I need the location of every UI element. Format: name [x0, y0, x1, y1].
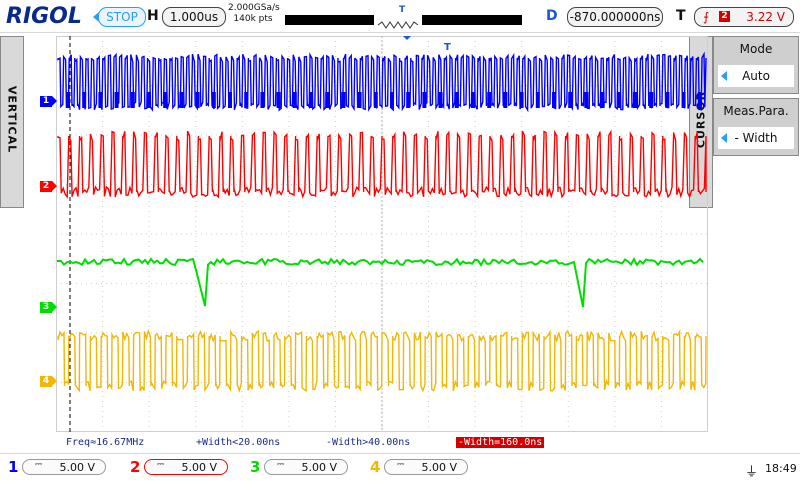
measure-pos-width: +Width<20.00ns: [196, 437, 280, 448]
softkey-menu: Mode Auto Meas.Para. - Width: [713, 36, 799, 160]
measure-neg-width-highlight: -Width=160.0ns: [456, 437, 544, 448]
rising-edge-icon: ⨍: [703, 8, 709, 26]
rigol-logo: RIGOL: [6, 4, 82, 29]
acquisition-info: 2.000GSa/s 140k pts: [228, 3, 278, 25]
ch1-burst-mark: [196, 92, 200, 108]
meas-param-value[interactable]: - Width: [718, 127, 794, 149]
ch1-burst-mark: [682, 92, 686, 108]
ch1-burst-mark: [584, 92, 588, 108]
delay-display[interactable]: -870.000000ns: [567, 7, 663, 27]
vertical-tab-label: VERTICAL: [6, 47, 19, 193]
horizontal-label: H: [147, 8, 159, 24]
ch1-burst-mark: [293, 92, 297, 108]
waveform-display[interactable]: T: [56, 36, 708, 432]
ch1-burst-mark: [568, 92, 572, 108]
ch1-burst-mark: [633, 92, 637, 108]
ch1-offset-marker[interactable]: 1: [40, 96, 52, 107]
ch1-burst-mark: [471, 92, 475, 108]
trigger-position-icon: [403, 36, 411, 40]
ch2-number: 2: [130, 458, 140, 476]
ch1-burst-mark: [66, 92, 70, 108]
ch2-offset-marker[interactable]: 2: [40, 181, 52, 192]
meas-param-softkey[interactable]: Meas.Para. - Width: [713, 98, 799, 156]
run-stop-status[interactable]: STOP: [98, 7, 146, 27]
ch1-burst-mark: [147, 92, 151, 108]
usb-icon: ⏚: [745, 461, 758, 480]
ch1-burst-mark: [665, 92, 669, 108]
ch1-burst-mark: [260, 92, 264, 108]
ch1-burst-mark: [698, 92, 702, 108]
memory-overview-bar: T: [285, 15, 522, 25]
ch1-burst-mark: [617, 92, 621, 108]
ch1-burst-mark: [244, 92, 248, 108]
clock: 18:49: [765, 462, 797, 475]
memory-depth: 140k pts: [228, 14, 278, 25]
ch1-burst-mark: [455, 92, 459, 108]
ch1-scale[interactable]: ⎓ 5.00 V: [22, 459, 106, 475]
trigger-level: 3.22 V: [746, 10, 785, 24]
ch4-scale[interactable]: ⎓ 5.00 V: [384, 459, 468, 475]
ch1-burst-mark: [601, 92, 605, 108]
trigger-label: T: [676, 8, 686, 24]
ch4-number: 4: [370, 458, 380, 476]
measure-frequency: Freq≈16.67MHz: [66, 437, 144, 448]
ch1-burst-mark: [552, 92, 556, 108]
waveform-trace: [58, 331, 706, 391]
measure-neg-width: -Width>40.00ns: [326, 437, 410, 448]
ch3-number: 3: [250, 458, 260, 476]
delay-label: D: [546, 8, 558, 24]
meas-param-label: Meas.Para.: [714, 104, 798, 118]
ch1-burst-mark: [115, 92, 119, 108]
ch1-burst-mark: [422, 92, 426, 108]
channel-status-bar: 1 ⎓ 5.00 V 2 ⎓ 5.00 V 3 ⎓ 5.00 V 4 ⎓ 5.00 V …: [0, 453, 800, 481]
ch1-burst-mark: [439, 92, 443, 108]
dc-coupling-icon: ⎓: [277, 460, 284, 470]
ch1-burst-mark: [163, 92, 167, 108]
ch1-burst-mark: [179, 92, 183, 108]
ch1-burst-mark: [325, 92, 329, 108]
memory-window: [374, 15, 422, 25]
ch1-burst-mark: [82, 92, 86, 108]
ch4-offset-marker[interactable]: 4: [40, 376, 52, 387]
waveform-trace: [58, 54, 706, 110]
ch1-burst-mark: [520, 92, 524, 108]
dc-coupling-icon: ⎓: [397, 460, 404, 470]
mode-softkey[interactable]: Mode Auto: [713, 36, 799, 94]
ch3-offset-marker[interactable]: 3: [40, 302, 52, 313]
timebase-display[interactable]: 1.000us: [162, 7, 226, 27]
ch3-scale[interactable]: ⎓ 5.00 V: [264, 459, 348, 475]
ch1-burst-mark: [98, 92, 102, 108]
ch1-burst-mark: [228, 92, 232, 108]
ch1-burst-mark: [212, 92, 216, 108]
ch1-burst-mark: [390, 92, 394, 108]
ch1-burst-mark: [649, 92, 653, 108]
trigger-marker: T: [444, 42, 451, 53]
ch1-burst-mark: [503, 92, 507, 108]
trigger-source-badge: 2: [719, 11, 730, 22]
mode-value[interactable]: Auto: [718, 65, 794, 87]
ch1-burst-mark: [374, 92, 378, 108]
sample-rate: 2.000GSa/s: [228, 3, 278, 14]
ch1-burst-mark: [131, 92, 135, 108]
ch1-burst-mark: [358, 92, 362, 108]
vertical-tab[interactable]: VERTICAL: [0, 36, 24, 208]
ch1-burst-mark: [309, 92, 313, 108]
ch1-burst-mark: [406, 92, 410, 108]
ch1-burst-mark: [536, 92, 540, 108]
ch1-number: 1: [8, 458, 18, 476]
trigger-position-marker: T: [399, 5, 405, 15]
ch1-burst-mark: [341, 92, 345, 108]
dc-coupling-icon: ⎓: [157, 460, 164, 470]
trigger-settings[interactable]: ⨍ 2 3.22 V: [694, 7, 794, 27]
overview-waveform-icon: [374, 20, 422, 30]
top-status-bar: RIGOL STOP H 1.000us 2.000GSa/s 140k pts…: [0, 0, 800, 33]
ch1-burst-mark: [487, 92, 491, 108]
measurement-results: Freq≈16.67MHz +Width<20.00ns -Width>40.0…: [56, 436, 708, 450]
ch1-burst-mark: [277, 92, 281, 108]
ch2-scale[interactable]: ⎓ 5.00 V: [144, 459, 228, 475]
dc-coupling-icon: ⎓: [35, 460, 42, 470]
mode-label: Mode: [714, 42, 798, 56]
